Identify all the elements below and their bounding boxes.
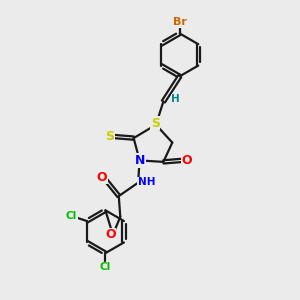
Text: N: N xyxy=(135,154,146,167)
Text: Cl: Cl xyxy=(100,262,111,272)
Text: NH: NH xyxy=(138,177,155,187)
Text: S: S xyxy=(105,130,114,143)
Text: O: O xyxy=(182,154,193,167)
Text: Br: Br xyxy=(173,17,187,27)
Text: O: O xyxy=(97,170,107,184)
Text: O: O xyxy=(105,228,116,241)
Text: H: H xyxy=(172,94,180,104)
Text: Cl: Cl xyxy=(66,211,77,221)
Text: S: S xyxy=(151,117,160,130)
